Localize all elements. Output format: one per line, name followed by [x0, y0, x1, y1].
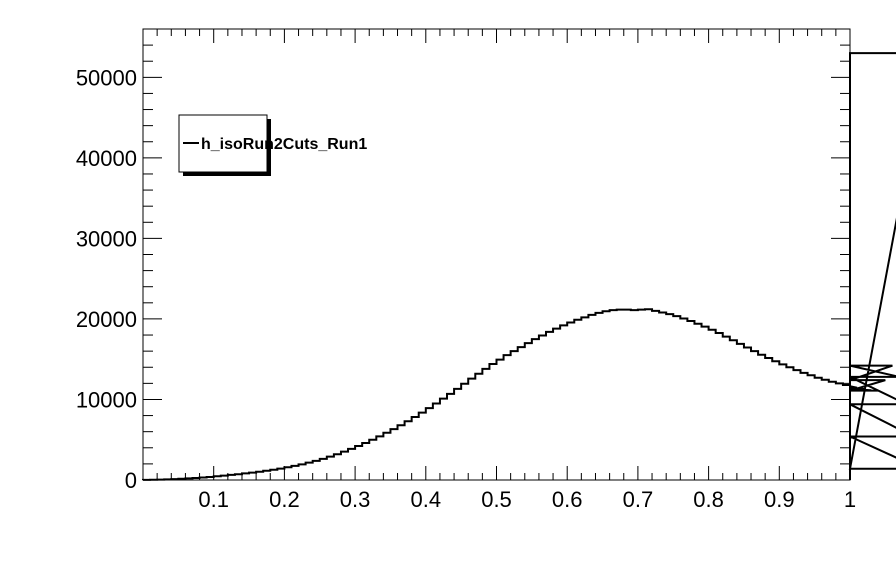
- x-tick-label: 0.1: [198, 487, 229, 512]
- x-tick-label: 1: [844, 487, 856, 512]
- x-tick-label: 0.9: [764, 487, 795, 512]
- histogram-outline: [142, 52, 896, 481]
- x-tick-label: 0.7: [623, 487, 654, 512]
- y-tick-label: 30000: [76, 226, 137, 251]
- legend: h_isoRun2Cuts_Run1: [178, 114, 367, 176]
- histogram-series: [142, 52, 896, 481]
- x-tick-label: 0.8: [693, 487, 724, 512]
- axes: 0.1 0.2 0.3 0.4 0.5 0.6 0.7 0.8 0.9 1 0 10000 20000 3…: [76, 28, 856, 512]
- x-tick-label: 0.4: [411, 487, 442, 512]
- x-tick-label: 0.6: [552, 487, 583, 512]
- plot-frame: [142, 28, 851, 481]
- y-tick-label: 0: [125, 468, 137, 493]
- y-tick-label: 10000: [76, 387, 137, 412]
- x-tick-label: 0.5: [481, 487, 512, 512]
- y-tick-label: 40000: [76, 146, 137, 171]
- legend-entry-label: h_isoRun2Cuts_Run1: [201, 136, 367, 153]
- x-tick-label: 0.2: [269, 487, 300, 512]
- y-tick-label: 20000: [76, 307, 137, 332]
- x-tick-label: 0.3: [340, 487, 371, 512]
- y-tick-label: 50000: [76, 65, 137, 90]
